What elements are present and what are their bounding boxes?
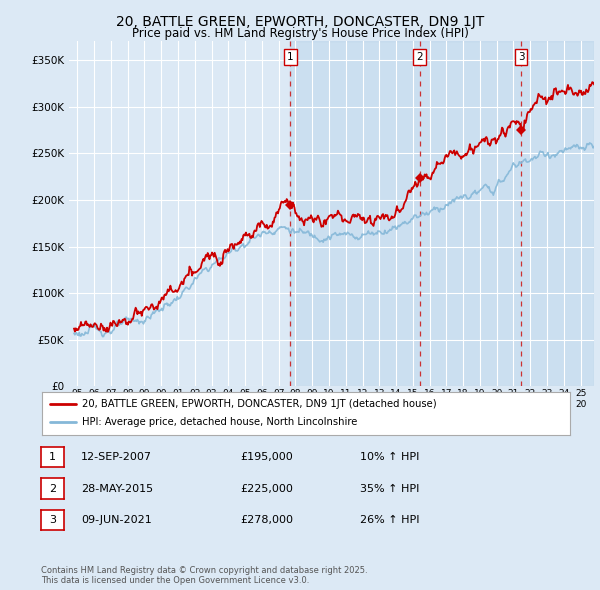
Bar xyxy=(290,41,594,386)
Text: £225,000: £225,000 xyxy=(240,484,293,493)
Text: 28-MAY-2015: 28-MAY-2015 xyxy=(81,484,153,493)
Text: 1: 1 xyxy=(49,452,56,461)
Text: HPI: Average price, detached house, North Lincolnshire: HPI: Average price, detached house, Nort… xyxy=(82,417,357,427)
Text: 09-JUN-2021: 09-JUN-2021 xyxy=(81,516,152,525)
Text: 10% ↑ HPI: 10% ↑ HPI xyxy=(360,452,419,461)
Text: 1: 1 xyxy=(287,52,294,62)
Text: 12-SEP-2007: 12-SEP-2007 xyxy=(81,452,152,461)
Text: 2: 2 xyxy=(49,484,56,493)
Text: 35% ↑ HPI: 35% ↑ HPI xyxy=(360,484,419,493)
Text: 20, BATTLE GREEN, EPWORTH, DONCASTER, DN9 1JT (detached house): 20, BATTLE GREEN, EPWORTH, DONCASTER, DN… xyxy=(82,399,436,409)
Text: Price paid vs. HM Land Registry's House Price Index (HPI): Price paid vs. HM Land Registry's House … xyxy=(131,27,469,40)
Text: 26% ↑ HPI: 26% ↑ HPI xyxy=(360,516,419,525)
Text: 3: 3 xyxy=(518,52,524,62)
Text: 3: 3 xyxy=(49,516,56,525)
Text: 20, BATTLE GREEN, EPWORTH, DONCASTER, DN9 1JT: 20, BATTLE GREEN, EPWORTH, DONCASTER, DN… xyxy=(116,15,484,29)
Text: Contains HM Land Registry data © Crown copyright and database right 2025.
This d: Contains HM Land Registry data © Crown c… xyxy=(41,566,367,585)
Text: £278,000: £278,000 xyxy=(240,516,293,525)
Text: £195,000: £195,000 xyxy=(240,452,293,461)
Text: 2: 2 xyxy=(416,52,423,62)
Bar xyxy=(290,41,594,386)
